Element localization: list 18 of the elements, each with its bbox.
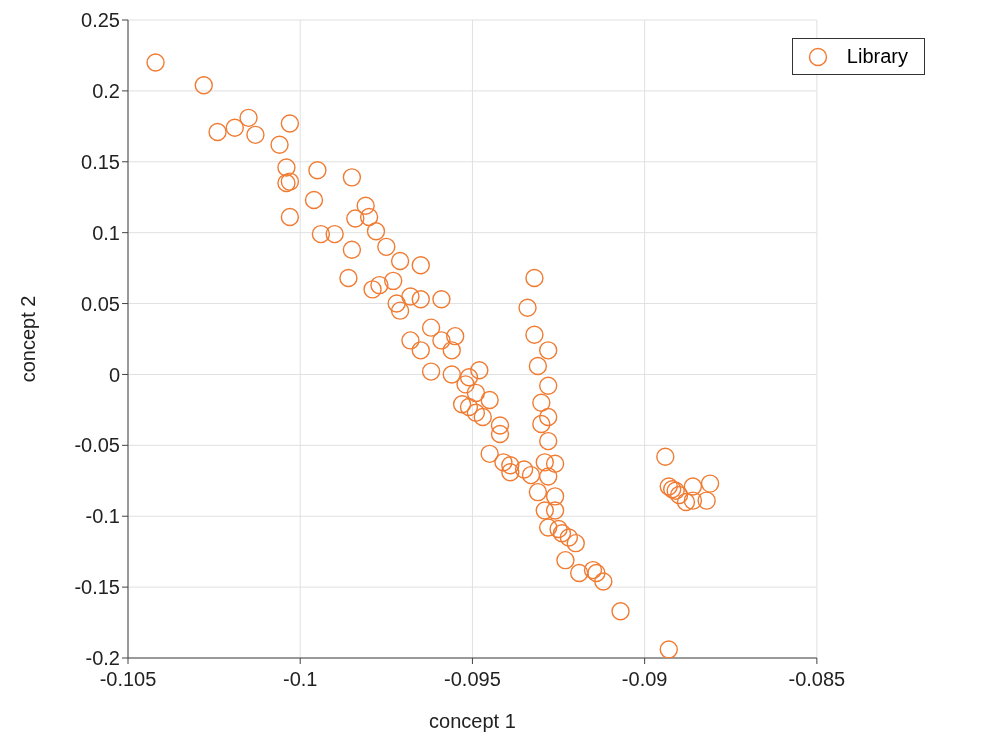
x-tick-label: -0.09 bbox=[621, 668, 668, 691]
x-tick-label: -0.1 bbox=[282, 668, 318, 691]
y-tick-label: 0.2 bbox=[92, 79, 120, 102]
y-tick-label: 0.05 bbox=[81, 292, 120, 315]
y-tick-label: -0.05 bbox=[74, 434, 120, 457]
y-tick-label: -0.1 bbox=[85, 505, 120, 528]
x-tick-label: -0.105 bbox=[99, 668, 157, 691]
y-tick-label: 0.25 bbox=[81, 9, 120, 32]
x-tick-label: -0.095 bbox=[444, 668, 501, 691]
y-axis-title: concept 2 bbox=[17, 295, 40, 383]
y-tick-label: 0 bbox=[108, 363, 120, 386]
y-tick-label: -0.15 bbox=[74, 576, 120, 599]
legend-label: Library bbox=[846, 45, 908, 68]
x-tick-label: -0.085 bbox=[788, 668, 846, 691]
x-axis-title: concept 1 bbox=[429, 710, 516, 732]
y-tick-label: 0.15 bbox=[81, 150, 120, 173]
y-tick-label: 0.1 bbox=[92, 221, 120, 244]
y-tick-label: -0.2 bbox=[85, 647, 120, 670]
